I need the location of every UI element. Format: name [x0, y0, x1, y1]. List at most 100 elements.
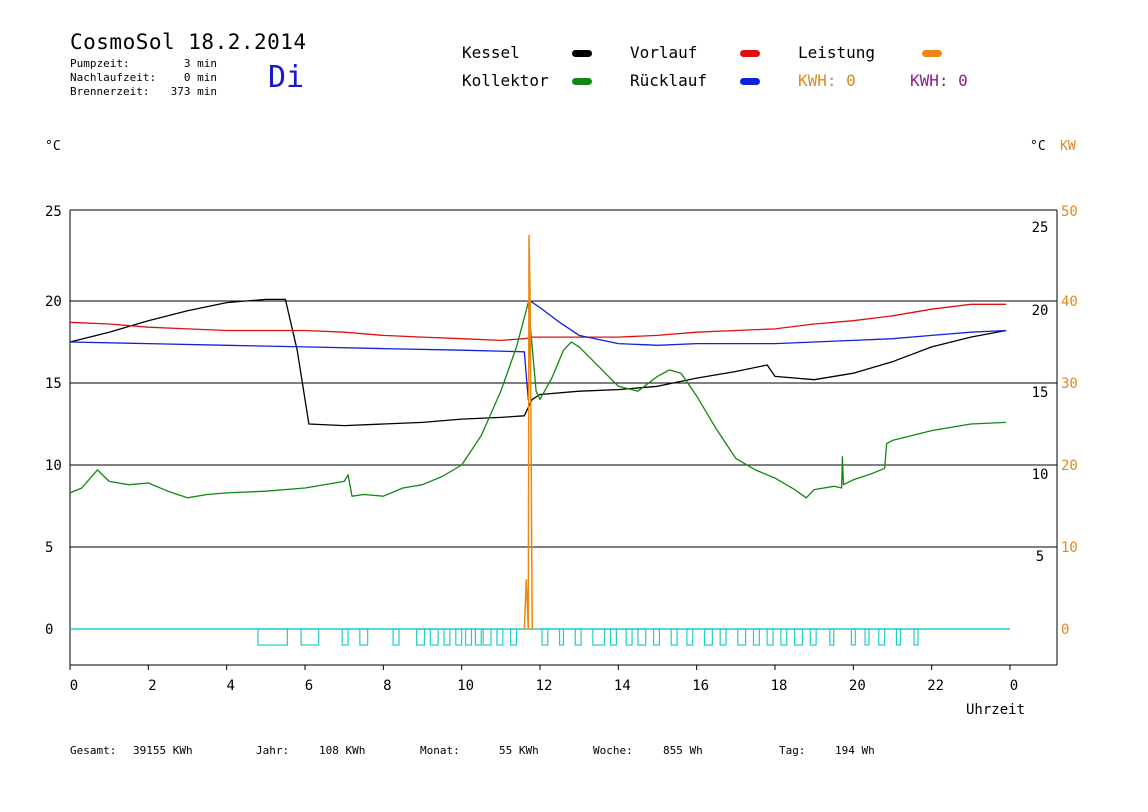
pump-indicator-15	[558, 628, 565, 646]
x-tick-label-10: 20	[849, 678, 866, 694]
y2-tick-10: 10	[1061, 540, 1078, 556]
legend-kollektor-label: Kollektor	[462, 71, 549, 90]
series-kessel	[69, 298, 1007, 427]
series-ruecklauf	[69, 300, 1007, 401]
right-axis-unit-kw: KW	[1060, 139, 1076, 154]
pump-indicator-14	[541, 628, 549, 646]
x-tick-label-7: 14	[614, 678, 631, 694]
y-tick-left-25: 25	[45, 204, 62, 220]
x-tick-label-12: 0	[1010, 678, 1018, 694]
x-tick-label-3: 6	[305, 678, 313, 694]
legend-kessel-swatch	[572, 50, 592, 57]
legend-kwh-orange: KWH: 0	[798, 71, 856, 90]
x-tick-label-2: 4	[226, 678, 234, 694]
pump-indicator-0	[257, 628, 288, 646]
footer-woche-label: Woche:	[593, 744, 633, 757]
footer-tag-value: 194 Wh	[835, 744, 875, 757]
legend-ruecklauf-label: Rücklauf	[630, 71, 708, 90]
y-tick-left-5: 5	[45, 540, 53, 556]
x-tick-label-9: 18	[771, 678, 788, 694]
pump-indicator-24	[703, 628, 713, 646]
x-axis-title: Uhrzeit	[966, 702, 1026, 718]
pump-indicator-36	[895, 628, 901, 646]
legend-leistung-label: Leistung	[798, 43, 876, 62]
x-tick-label-6: 12	[536, 678, 553, 694]
x-tick-label-0: 0	[70, 678, 78, 694]
pump-indicator-34	[864, 628, 870, 646]
series-kollektor	[69, 301, 1007, 499]
right-axis-unit: °C	[1030, 139, 1046, 154]
footer-woche-value: 855 Wh	[663, 744, 703, 757]
footer-gesamt-label: Gesamt:	[70, 744, 117, 757]
pump-indicator-17	[592, 628, 606, 646]
legend-vorlauf-label: Vorlauf	[630, 43, 698, 62]
pump-indicator-2	[341, 628, 349, 646]
y2-tick-30: 30	[1061, 376, 1078, 392]
footer-jahr-value: 108 KWh	[319, 744, 366, 757]
pump-indicator-28	[766, 628, 774, 646]
pump-indicator-29	[780, 628, 788, 646]
y-tick-left-15: 15	[45, 376, 62, 392]
stat-pumpzeit-value: 3 min	[183, 57, 217, 70]
pump-indicator-31	[809, 628, 817, 646]
legend-kollektor-swatch	[572, 78, 592, 85]
pump-indicator-30	[793, 628, 804, 646]
pump-indicator-3	[359, 628, 369, 646]
pump-indicator-4	[392, 628, 400, 646]
pump-indicator-1	[300, 628, 320, 646]
y-tick-right-10: 10	[1032, 467, 1049, 483]
x-tick-label-1: 2	[148, 678, 156, 694]
legend-vorlauf-swatch	[740, 50, 760, 57]
left-axis-unit: °C	[45, 139, 61, 154]
series-leistung	[523, 234, 533, 630]
pump-indicator-23	[686, 628, 694, 646]
pump-indicator-22	[670, 628, 678, 646]
footer-jahr-label: Jahr:	[256, 744, 290, 757]
pump-indicator-18	[609, 628, 617, 646]
pump-indicator-20	[637, 628, 647, 646]
y-tick-right-25: 25	[1032, 220, 1049, 236]
pump-indicator-25	[719, 628, 727, 646]
pump-indicator-27	[752, 628, 760, 646]
x-tick-label-5: 10	[457, 678, 474, 694]
pump-indicator-16	[574, 628, 582, 646]
stat-nachlaufzeit-value: 0 min	[183, 71, 217, 84]
series-vorlauf	[69, 303, 1007, 342]
pump-indicator-35	[878, 628, 886, 646]
weekday-label: Di	[268, 60, 305, 95]
pump-indicator-33	[850, 628, 856, 646]
y-tick-right-15: 15	[1032, 385, 1049, 401]
y2-tick-50: 50	[1061, 204, 1078, 220]
legend-leistung-swatch	[922, 50, 942, 57]
pump-indicator-7	[443, 628, 451, 646]
pump-indicator-21	[652, 628, 661, 646]
pump-indicator-26	[737, 628, 747, 646]
footer-monat-value: 55 KWh	[499, 744, 539, 757]
y2-tick-0: 0	[1061, 622, 1069, 638]
legend-kessel-label: Kessel	[462, 43, 520, 62]
pump-indicator-11	[482, 628, 492, 646]
x-tick-label-11: 22	[927, 678, 944, 694]
pump-indicator-5	[416, 628, 426, 646]
footer-gesamt-value: 39155 KWh	[133, 744, 193, 757]
y-tick-left-10: 10	[45, 458, 62, 474]
pump-indicator-8	[455, 628, 463, 646]
stat-pumpzeit-label: Pumpzeit:	[70, 57, 130, 70]
pump-indicator-19	[625, 628, 633, 646]
page-title: CosmoSol 18.2.2014	[70, 30, 307, 54]
y-tick-left-0: 0	[45, 622, 53, 638]
stat-nachlaufzeit-label: Nachlaufzeit:	[70, 71, 157, 84]
y-tick-left-20: 20	[45, 294, 62, 310]
legend-ruecklauf-swatch	[740, 78, 760, 85]
pump-indicator-10	[474, 628, 482, 646]
pump-indicator-13	[510, 628, 518, 646]
pump-indicator-12	[496, 628, 504, 646]
y2-tick-40: 40	[1061, 294, 1078, 310]
y-tick-right-20: 20	[1032, 303, 1049, 319]
footer-monat-label: Monat:	[420, 744, 460, 757]
y-tick-right-5: 5	[1036, 549, 1044, 565]
stat-brennerzeit-label: Brennerzeit:	[70, 85, 150, 98]
x-tick-label-8: 16	[692, 678, 709, 694]
legend-kwh-purple: KWH: 0	[910, 71, 968, 90]
